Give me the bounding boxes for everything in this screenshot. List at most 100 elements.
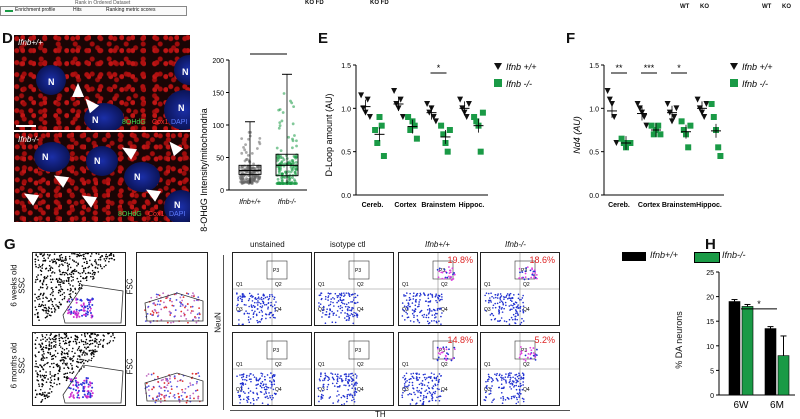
event-dot: [514, 315, 517, 318]
gated-event: [80, 308, 83, 311]
event-dot: [490, 301, 493, 303]
event-dot: [180, 315, 182, 318]
event-dot: [49, 314, 52, 317]
event-dot: [82, 340, 85, 343]
gated-event: [448, 272, 451, 275]
event-dot: [245, 376, 248, 379]
event-dot: [36, 373, 39, 376]
event-dot: [428, 391, 431, 393]
event-dot: [71, 357, 73, 360]
event-dot: [63, 376, 66, 379]
event-dot: [68, 255, 71, 258]
event-dot: [239, 382, 242, 385]
event-dot: [41, 342, 43, 345]
event-dot: [274, 393, 277, 396]
event-dot: [248, 375, 251, 377]
event-dot: [346, 395, 349, 398]
event-dot: [169, 297, 172, 300]
event-dot: [163, 306, 166, 309]
y-tick-label: 0.5: [341, 150, 351, 157]
event-dot: [515, 381, 518, 384]
gated-event: [82, 387, 85, 390]
event-dot: [522, 398, 525, 400]
event-dot: [67, 366, 69, 369]
event-dot: [410, 373, 412, 375]
event-dot: [425, 316, 428, 319]
event-dot: [423, 396, 425, 399]
event-dot: [163, 395, 165, 398]
gated-event: [69, 387, 72, 390]
gated-event: [87, 395, 90, 398]
event-dot: [339, 299, 342, 302]
event-dot: [417, 320, 419, 322]
event-dot: [239, 398, 242, 401]
event-dot: [265, 392, 268, 395]
event-dot: [427, 304, 430, 307]
event-dot: [50, 390, 53, 393]
event-dot: [337, 295, 340, 297]
event-dot: [248, 378, 251, 381]
event-dot: [35, 308, 38, 311]
event-dot: [326, 388, 329, 391]
event-dot: [435, 294, 437, 297]
event-dot: [90, 349, 92, 352]
event-dot: [157, 311, 160, 314]
event-dot: [514, 395, 516, 397]
event-dot: [81, 354, 84, 356]
event-dot: [236, 304, 238, 307]
quadrant-label: Q3: [318, 387, 325, 393]
event-dot: [409, 403, 412, 405]
gated-event: [535, 274, 538, 276]
event-dot: [424, 378, 427, 381]
event-dot: [152, 372, 155, 375]
legend-swatch-wt: [622, 252, 646, 261]
event-dot: [259, 385, 262, 387]
event-dot: [55, 277, 58, 280]
event-dot: [40, 270, 43, 273]
event-dot: [489, 314, 492, 316]
gate-percentage: 14.8%: [447, 335, 473, 345]
event-dot: [150, 373, 153, 376]
event-dot: [91, 349, 94, 351]
event-dot: [65, 335, 68, 338]
event-dot: [49, 254, 51, 256]
event-dot: [176, 385, 178, 388]
event-dot: [37, 259, 40, 261]
event-dot: [74, 270, 76, 273]
data-point-triangle: [641, 114, 648, 120]
data-point-square: [680, 127, 687, 133]
event-dot: [52, 294, 54, 297]
event-dot: [514, 309, 517, 311]
event-dot: [166, 321, 169, 324]
event-dot: [197, 397, 200, 400]
event-dot: [339, 305, 342, 307]
event-dot: [41, 374, 44, 377]
event-dot: [498, 305, 501, 308]
event-dot: [510, 304, 512, 306]
event-dot: [273, 296, 276, 299]
event-dot: [85, 253, 87, 255]
gated-event: [447, 353, 450, 356]
event-dot: [49, 275, 52, 277]
panel-label-d: D: [2, 30, 13, 47]
event-dot: [347, 375, 350, 378]
nucleus-label: N: [92, 115, 99, 125]
event-dot: [509, 376, 512, 379]
event-dot: [260, 296, 263, 299]
nucleus-5: [34, 142, 70, 172]
event-dot: [351, 372, 353, 375]
event-dot: [97, 258, 100, 261]
event-dot: [61, 273, 63, 276]
event-dot: [499, 293, 502, 295]
event-dot: [341, 309, 344, 312]
event-dot: [180, 302, 182, 305]
event-dot: [85, 343, 87, 345]
event-dot: [350, 309, 353, 312]
gated-event: [439, 353, 442, 356]
event-dot: [437, 297, 440, 299]
event-dot: [406, 308, 409, 310]
event-dot: [262, 302, 265, 305]
event-dot: [267, 403, 269, 405]
data-point-square: [405, 114, 412, 120]
event-dot: [236, 375, 238, 377]
